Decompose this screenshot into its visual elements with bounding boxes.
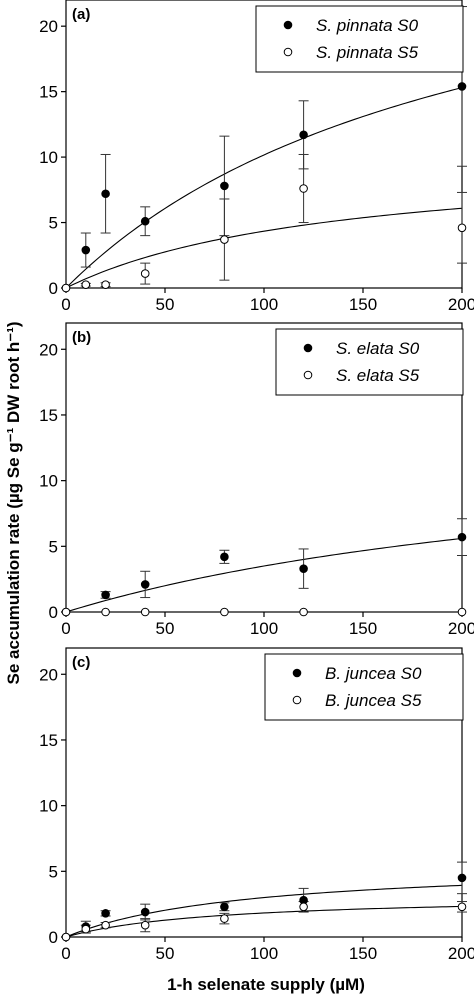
legend-entry: S. elata S0 <box>336 339 420 358</box>
y-tick-label: 20 <box>39 340 58 359</box>
x-tick-label: 0 <box>61 619 70 638</box>
data-point-s0 <box>140 907 150 917</box>
x-axis-label: 1-h selenate supply (µM) <box>167 975 365 994</box>
data-point-s5 <box>61 932 71 942</box>
fit-curve-1 <box>65 207 463 289</box>
data-point-s0 <box>457 532 467 542</box>
legend-entry: S. elata S5 <box>336 366 420 385</box>
y-tick-label: 15 <box>39 83 58 102</box>
data-point-s5 <box>220 607 229 617</box>
legend-entry: S. pinnata S5 <box>316 43 419 62</box>
x-tick-label: 100 <box>250 619 278 638</box>
data-point-s0 <box>299 130 308 140</box>
data-point-s0 <box>140 216 150 226</box>
y-tick-label: 15 <box>39 731 58 750</box>
data-point-s5 <box>140 607 150 617</box>
data-point-s0 <box>457 873 467 883</box>
data-point-s0 <box>220 902 229 912</box>
y-tick-label: 15 <box>39 406 58 425</box>
data-point-s5 <box>457 607 467 617</box>
data-point-s5 <box>81 280 91 290</box>
panel-label: (c) <box>72 654 90 671</box>
x-tick-label: 200 <box>448 295 474 314</box>
data-point-s0 <box>299 564 308 573</box>
data-point-s0 <box>101 590 110 600</box>
legend-entry: B. juncea S5 <box>325 691 422 710</box>
x-tick-label: 50 <box>156 944 175 963</box>
legend-marker <box>303 343 313 353</box>
data-point-s5 <box>299 607 308 617</box>
data-point-s0 <box>457 82 467 91</box>
data-point-s0 <box>81 245 91 255</box>
y-tick-label: 0 <box>49 279 58 298</box>
x-tick-label: 150 <box>349 619 377 638</box>
data-point-s5 <box>299 184 308 193</box>
legend-marker <box>292 695 302 705</box>
y-tick-label: 5 <box>49 214 58 233</box>
x-tick-label: 150 <box>349 944 377 963</box>
data-point-s5 <box>299 902 308 912</box>
legend-marker <box>283 20 293 30</box>
data-point-s5 <box>101 920 110 930</box>
data-point-s5 <box>220 235 229 244</box>
x-tick-label: 100 <box>250 944 278 963</box>
data-point-s0 <box>220 181 229 191</box>
x-tick-label: 50 <box>156 619 175 638</box>
legend-marker <box>283 47 293 57</box>
y-tick-label: 0 <box>49 603 58 622</box>
y-tick-label: 20 <box>39 17 58 36</box>
panel-label: (a) <box>72 6 90 23</box>
data-point-s5 <box>140 269 150 278</box>
data-point-s5 <box>101 607 110 617</box>
data-point-s0 <box>101 189 110 199</box>
fit-curve-0 <box>65 884 463 938</box>
x-tick-label: 50 <box>156 295 175 314</box>
data-point-s5 <box>457 902 467 912</box>
panel-label: (b) <box>72 329 91 346</box>
fit-curve-1 <box>65 905 463 938</box>
legend: S. elata S0 S. elata S5 <box>275 328 464 396</box>
fit-curve-0 <box>65 537 463 613</box>
legend-box <box>264 653 464 721</box>
x-tick-label: 0 <box>61 295 70 314</box>
y-axis-label: Se accumulation rate (µg Se g⁻¹ DW root … <box>4 321 23 684</box>
x-tick-label: 150 <box>349 295 377 314</box>
fit-curve-0 <box>65 87 463 289</box>
data-point-s5 <box>81 924 91 934</box>
y-tick-label: 10 <box>39 148 58 167</box>
data-point-s5 <box>457 223 467 233</box>
data-point-s5 <box>61 607 71 617</box>
data-point-s0 <box>101 909 110 918</box>
x-tick-label: 0 <box>61 944 70 963</box>
legend-marker <box>292 668 302 678</box>
x-tick-label: 100 <box>250 295 278 314</box>
y-tick-label: 5 <box>49 537 58 556</box>
data-point-s0 <box>220 552 229 562</box>
x-tick-label: 200 <box>448 619 474 638</box>
legend-entry: B. juncea S0 <box>325 664 422 683</box>
legend: B. juncea S0 B. juncea S5 <box>264 653 464 721</box>
legend-marker <box>303 370 313 380</box>
data-point-s0 <box>140 580 150 589</box>
data-point-s5 <box>101 280 110 290</box>
y-tick-label: 5 <box>49 862 58 881</box>
legend-entry: S. pinnata S0 <box>316 16 419 35</box>
legend: S. pinnata S0 S. pinnata S5 <box>255 5 464 73</box>
y-tick-label: 10 <box>39 797 58 816</box>
y-tick-label: 10 <box>39 472 58 491</box>
y-tick-label: 0 <box>49 928 58 947</box>
legend-box <box>255 5 464 73</box>
data-point-s5 <box>220 914 229 923</box>
x-tick-label: 200 <box>448 944 474 963</box>
legend-box <box>275 328 464 396</box>
y-tick-label: 20 <box>39 665 58 684</box>
data-point-s5 <box>140 920 150 930</box>
data-point-s5 <box>61 283 71 293</box>
